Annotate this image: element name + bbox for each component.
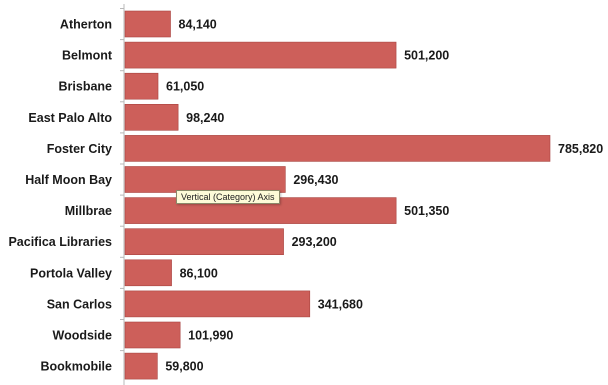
data-label: 61,050 (166, 80, 204, 94)
data-label: 59,800 (165, 360, 203, 374)
data-label: 501,200 (404, 49, 449, 63)
bar-woodside[interactable] (124, 321, 181, 349)
bar-foster-city[interactable] (124, 135, 551, 162)
category-label: Foster City (47, 142, 112, 156)
data-label: 86,100 (180, 266, 218, 280)
bar-bookmobile[interactable] (124, 352, 158, 380)
category-label: Brisbane (59, 80, 113, 94)
category-label: Pacifica Libraries (8, 235, 112, 249)
data-label: 293,200 (292, 235, 337, 249)
category-label: San Carlos (47, 297, 112, 311)
data-label: 84,140 (179, 18, 217, 32)
bar-portola-valley[interactable] (124, 259, 172, 287)
bar-atherton[interactable] (124, 10, 171, 38)
data-label: 296,430 (293, 173, 338, 187)
category-label: Millbrae (65, 204, 112, 218)
bar-brisbane[interactable] (124, 72, 159, 100)
bar-san-carlos[interactable] (124, 290, 311, 318)
data-label: 501,350 (404, 204, 449, 218)
data-label: 341,680 (318, 297, 363, 311)
category-label: Belmont (62, 49, 113, 63)
bar-east-palo-alto[interactable] (124, 104, 179, 131)
data-label: 101,990 (188, 329, 233, 343)
data-label: 785,820 (558, 142, 603, 156)
category-label: Woodside (53, 329, 113, 343)
axis-tooltip: Vertical (Category) Axis (176, 190, 280, 204)
bar-belmont[interactable] (124, 41, 397, 69)
category-label: Portola Valley (30, 266, 112, 280)
bar-half-moon-bay[interactable] (124, 166, 286, 193)
category-label: East Palo Alto (28, 111, 112, 125)
bar-pacifica-libraries[interactable] (124, 228, 284, 255)
data-label: 98,240 (186, 111, 224, 125)
category-label: Atherton (60, 18, 112, 32)
category-label: Half Moon Bay (25, 173, 112, 187)
category-label: Bookmobile (40, 360, 112, 374)
